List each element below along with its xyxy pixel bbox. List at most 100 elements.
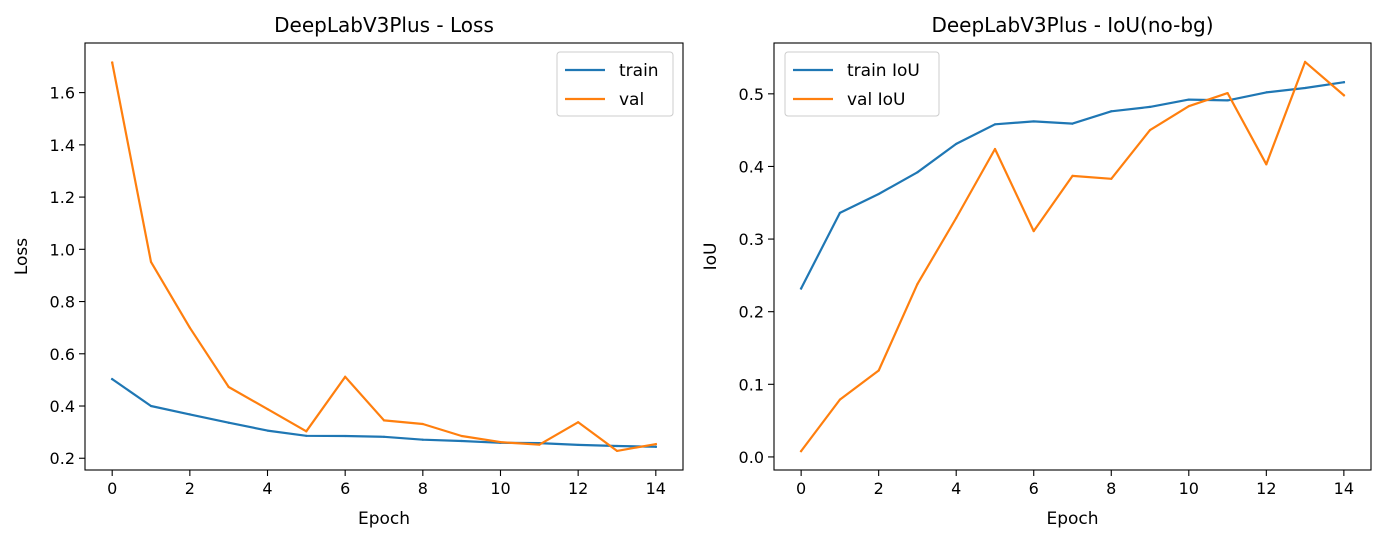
data-point-train xyxy=(227,421,230,424)
data-point-train xyxy=(577,443,580,447)
data-point-val-iou xyxy=(877,369,880,372)
y-tick-label: 0.2 xyxy=(50,449,75,468)
y-axis-label: IoU xyxy=(701,243,721,271)
data-point-train-iou xyxy=(877,192,880,196)
data-point-train-iou xyxy=(1032,120,1035,123)
x-tick-label: 10 xyxy=(1179,479,1199,498)
y-tick-label: 1.4 xyxy=(50,136,75,155)
data-point-train xyxy=(149,404,153,408)
data-point-train xyxy=(421,438,424,441)
x-tick-label: 12 xyxy=(1256,479,1276,498)
data-point-val xyxy=(654,443,657,446)
data-point-val-iou xyxy=(1032,229,1035,233)
data-point-val-iou xyxy=(1303,60,1307,63)
legend-label: train IoU xyxy=(847,61,920,81)
legend: train val xyxy=(556,51,674,117)
legend-label: val IoU xyxy=(847,90,905,110)
data-point-val-iou xyxy=(1110,177,1113,180)
data-point-train-iou xyxy=(1148,105,1152,109)
data-point-train-iou xyxy=(916,171,919,174)
legend-label: train xyxy=(619,61,659,81)
data-point-val-iou xyxy=(1265,163,1268,166)
x-tick-label: 8 xyxy=(418,479,428,498)
y-tick-label: 0.3 xyxy=(739,230,764,249)
data-point-val-iou xyxy=(838,398,842,401)
data-point-train-iou xyxy=(1110,110,1113,113)
data-point-val xyxy=(615,449,619,453)
data-point-train xyxy=(266,429,269,432)
data-point-train-iou xyxy=(838,211,842,215)
data-point-val-iou xyxy=(955,216,958,220)
x-axis-label: Epoch xyxy=(1046,509,1098,529)
data-point-val xyxy=(344,375,347,378)
chart-panel-1: DeepLabV3Plus - IoU(no-bg) 0 2 4 6 8 10 12 14 0.0… xyxy=(701,13,1372,529)
data-point-val xyxy=(421,422,424,426)
data-point-val xyxy=(577,421,580,424)
data-point-val xyxy=(538,443,541,446)
x-tick-label: 8 xyxy=(1106,479,1116,498)
data-point-val-iou xyxy=(916,282,919,286)
x-tick-label: 2 xyxy=(874,479,884,498)
data-point-val xyxy=(266,408,269,411)
legend: train IoU val IoU xyxy=(784,51,940,117)
x-tick-label: 0 xyxy=(796,479,806,498)
data-point-val xyxy=(499,440,502,444)
data-point-val-iou xyxy=(1148,129,1152,132)
data-point-train xyxy=(188,413,191,416)
data-point-train-iou xyxy=(1303,86,1307,90)
data-point-train-iou xyxy=(1265,91,1268,94)
data-point-val xyxy=(188,326,191,329)
data-point-train xyxy=(344,434,347,438)
data-point-val xyxy=(382,419,386,422)
x-tick-label: 6 xyxy=(340,479,350,498)
data-point-train-iou xyxy=(955,142,958,146)
y-tick-label: 0.6 xyxy=(50,345,75,364)
data-point-train xyxy=(460,439,463,443)
data-point-val-iou xyxy=(800,450,803,453)
y-axis-label: Loss xyxy=(12,238,32,275)
y-tick-label: 1.0 xyxy=(50,240,75,259)
data-point-train xyxy=(305,434,308,437)
x-tick-label: 6 xyxy=(1029,479,1039,498)
x-tick-label: 10 xyxy=(490,479,510,498)
data-point-train-iou xyxy=(1071,122,1074,125)
data-point-val-iou xyxy=(1187,105,1190,108)
data-point-train-iou xyxy=(1187,98,1190,101)
y-tick-label: 0.0 xyxy=(739,448,764,467)
data-point-val xyxy=(460,434,463,438)
y-tick-label: 0.4 xyxy=(739,157,764,176)
data-point-val-iou xyxy=(1226,92,1229,95)
data-point-val xyxy=(227,385,230,389)
y-tick-label: 1.2 xyxy=(50,188,75,207)
data-point-train-iou xyxy=(1226,99,1229,102)
data-point-val-iou xyxy=(1342,94,1345,97)
y-tick-label: 0.2 xyxy=(739,303,764,322)
data-point-val-iou xyxy=(993,147,997,151)
data-point-train xyxy=(654,445,657,448)
data-point-train xyxy=(615,444,619,448)
chart-title: DeepLabV3Plus - Loss xyxy=(274,13,494,37)
legend-label: val xyxy=(619,90,644,110)
x-tick-label: 0 xyxy=(107,479,117,498)
y-tick-label: 0.4 xyxy=(50,397,75,416)
data-point-val xyxy=(111,61,114,64)
data-point-train-iou xyxy=(993,123,997,126)
x-tick-label: 4 xyxy=(262,479,272,498)
data-point-train-iou xyxy=(800,287,803,290)
data-point-val xyxy=(149,260,153,263)
y-tick-label: 0.8 xyxy=(50,293,75,312)
data-point-val xyxy=(305,430,308,433)
data-point-train-iou xyxy=(1342,81,1345,84)
x-axis-label: Epoch xyxy=(358,509,410,529)
x-tick-label: 4 xyxy=(951,479,961,498)
x-tick-label: 14 xyxy=(1334,479,1354,498)
chart-title: DeepLabV3Plus - IoU(no-bg) xyxy=(931,13,1213,37)
y-tick-label: 1.6 xyxy=(50,84,75,103)
x-tick-label: 2 xyxy=(185,479,195,498)
data-point-train xyxy=(382,435,386,438)
data-point-train xyxy=(111,378,114,381)
x-tick-label: 12 xyxy=(568,479,588,498)
y-tick-label: 0.1 xyxy=(739,375,764,394)
